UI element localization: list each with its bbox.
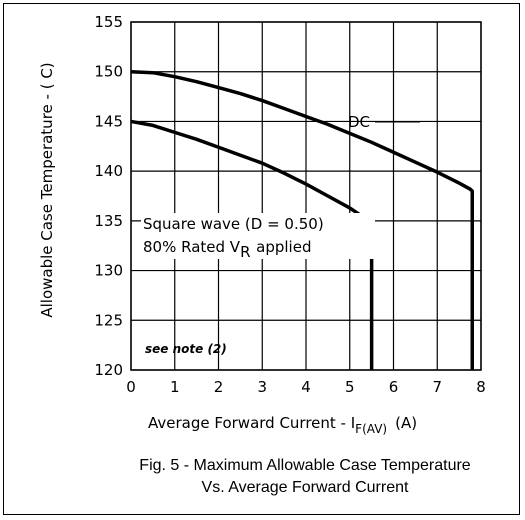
y-axis-title: Allowable Case Temperature - ( C) [38,62,56,317]
square-wave-label-background [141,213,375,259]
x-tick-label: 7 [432,378,442,396]
x-tick-label: 4 [301,378,311,396]
y-tick-label: 145 [94,112,123,130]
grid [130,21,482,371]
plot-area-border [130,21,482,371]
x-tick-label: 6 [389,378,399,396]
x-tick-label: 5 [345,378,355,396]
figure-caption-line1: Fig. 5 - Maximum Allowable Case Temperat… [139,457,470,474]
y-tick-label: 125 [94,311,123,329]
y-tick-label: 135 [94,212,123,230]
figure-caption-line2: Vs. Average Forward Current [202,479,409,496]
x-tick-label: 8 [476,378,486,396]
x-axis-title: Average Forward Current - IF(AV) (A) [148,414,417,436]
y-tick-label: 130 [94,262,123,280]
x-tick-label: 0 [126,378,136,396]
square-wave-label: Square wave (D = 0.50) [143,215,324,233]
y-tick-label: 120 [94,361,123,379]
rated-vr-label: 80% Rated VR applied [143,238,311,261]
dc-series-label: DC [348,113,370,131]
x-tick-label: 1 [170,378,180,396]
x-tick-label: 2 [214,378,224,396]
y-tick-label: 155 [94,13,123,31]
y-tick-label: 140 [94,162,123,180]
dc-series-line [130,69,474,370]
y-tick-label: 150 [94,63,123,81]
x-tick-label: 3 [257,378,267,396]
see-note-label: see note (2) [145,342,227,356]
x-tick-labels: 0 1 2 3 4 5 6 7 8 [126,378,486,396]
y-tick-labels: 120 125 130 135 140 145 150 155 [94,13,123,379]
